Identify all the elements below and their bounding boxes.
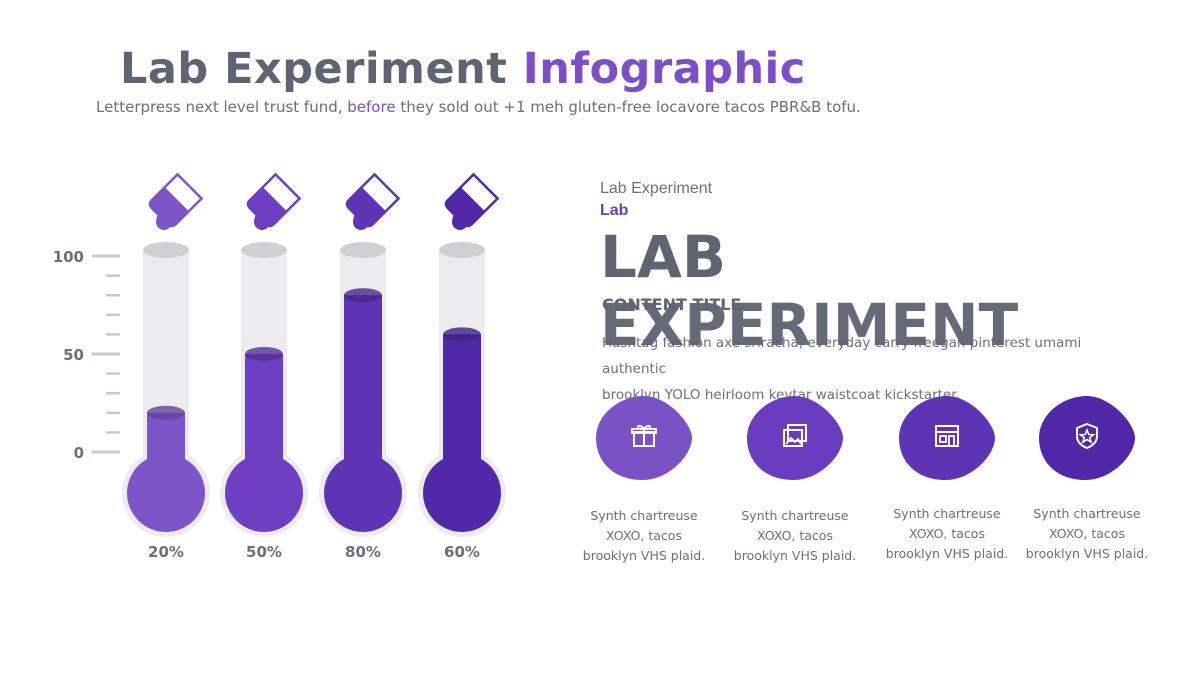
panel-small-title: Lab Experiment: [600, 180, 713, 197]
body-line-1: Hashtag fashion axe sriracha, everyday c…: [602, 335, 1082, 377]
feature-line: XOXO, tacos: [1049, 526, 1125, 541]
feature-blob: [1037, 392, 1137, 484]
feature-blob-shape: [1039, 396, 1135, 480]
liquid-surface-shade: [443, 327, 481, 342]
panel-content-title: CONTENT TITLE: [602, 295, 742, 314]
category-label: 50%: [246, 543, 282, 561]
page-title: Lab Experiment Infographic: [120, 44, 806, 94]
feature-line: XOXO, tacos: [606, 528, 682, 543]
y-tick-label: 100: [53, 248, 84, 266]
liquid-drop-icon: [156, 204, 172, 230]
feature-blob-shape: [899, 396, 995, 480]
liquid-drop-icon: [254, 204, 270, 230]
feature-text: Synth chartreuse XOXO, tacos brooklyn VHS …: [720, 506, 870, 566]
liquid-drop-icon: [452, 204, 468, 230]
pouring-beaker-icon: [246, 172, 302, 228]
liquid-drop-icon: [353, 204, 369, 230]
feature-line: brooklyn VHS plaid.: [885, 546, 1009, 561]
liquid-surface: [147, 405, 185, 420]
feature-text: Synth chartreuse XOXO, tacos brooklyn VHS …: [1012, 504, 1162, 564]
y-tick-label: 50: [63, 346, 84, 364]
bulb: [127, 454, 205, 532]
feature-line: Synth chartreuse: [1033, 506, 1141, 521]
subtitle-accent: before: [347, 98, 396, 116]
pouring-beaker-icon: [444, 172, 500, 228]
category-label: 60%: [444, 543, 480, 561]
feature-line: XOXO, tacos: [909, 526, 985, 541]
feature-blob: [594, 392, 694, 484]
panel-big-title-line1: LAB: [600, 223, 727, 291]
feature-line: XOXO, tacos: [757, 528, 833, 543]
liquid-surface: [344, 288, 382, 303]
category-label: 80%: [345, 543, 381, 561]
liquid-surface-shade: [147, 405, 185, 420]
bulb: [225, 454, 303, 532]
page-subtitle: Letterpress next level trust fund, befor…: [96, 98, 861, 116]
title-accent: Infographic: [522, 44, 806, 94]
bulb: [423, 454, 501, 532]
thermometer-chart: 100 50 0 20% 50% 80% 60%: [53, 172, 506, 561]
liquid-surface: [245, 347, 283, 361]
liquid-surface-shade: [344, 288, 382, 303]
feature-line: brooklyn VHS plaid.: [582, 548, 706, 563]
feature-line: Synth chartreuse: [590, 508, 698, 523]
feature-card-1: Synth chartreuse XOXO, tacos brooklyn VHS …: [569, 392, 719, 566]
subtitle-pre: Letterpress next level trust fund,: [96, 98, 348, 116]
image-gallery-icon: [781, 422, 809, 450]
feature-blob: [745, 392, 845, 484]
panel-body-text: Hashtag fashion axe sriracha, everyday c…: [602, 330, 1142, 408]
tube-opening: [241, 242, 287, 258]
panel-lab-label: Lab: [600, 202, 629, 219]
feature-line: Synth chartreuse: [741, 508, 849, 523]
pouring-beaker-icon: [345, 172, 401, 228]
feature-blob-shape: [747, 396, 843, 480]
subtitle-post: they sold out +1 meh gluten-free locavor…: [395, 98, 861, 116]
feature-card-4: Synth chartreuse XOXO, tacos brooklyn VHS …: [1012, 392, 1162, 564]
bulb: [324, 454, 402, 532]
feature-text: Synth chartreuse XOXO, tacos brooklyn VHS …: [872, 504, 1022, 564]
liquid-surface: [443, 327, 481, 342]
feature-line: brooklyn VHS plaid.: [1025, 546, 1149, 561]
pouring-beaker-icon: [148, 172, 204, 228]
tube-opening: [143, 242, 189, 258]
feature-line: brooklyn VHS plaid.: [733, 548, 857, 563]
feature-card-2: Synth chartreuse XOXO, tacos brooklyn VHS …: [720, 392, 870, 566]
liquid-surface-shade: [245, 347, 283, 361]
feature-card-3: Synth chartreuse XOXO, tacos brooklyn VHS …: [872, 392, 1022, 564]
y-tick-label: 0: [74, 444, 84, 462]
body-line-2: brooklyn YOLO heirloom keytar waistcoat …: [602, 387, 960, 403]
tube-opening: [340, 242, 386, 258]
tube-opening: [439, 242, 485, 258]
shield-star-icon: [1073, 422, 1101, 450]
panel-big-title-line2: EXPERIMENT: [600, 291, 1019, 359]
store-icon: [933, 422, 961, 450]
feature-text: Synth chartreuse XOXO, tacos brooklyn VHS …: [569, 506, 719, 566]
title-main: Lab Experiment: [120, 44, 508, 94]
gift-icon: [630, 422, 658, 450]
feature-blob: [897, 392, 997, 484]
category-label: 20%: [148, 543, 184, 561]
feature-line: Synth chartreuse: [893, 506, 1001, 521]
